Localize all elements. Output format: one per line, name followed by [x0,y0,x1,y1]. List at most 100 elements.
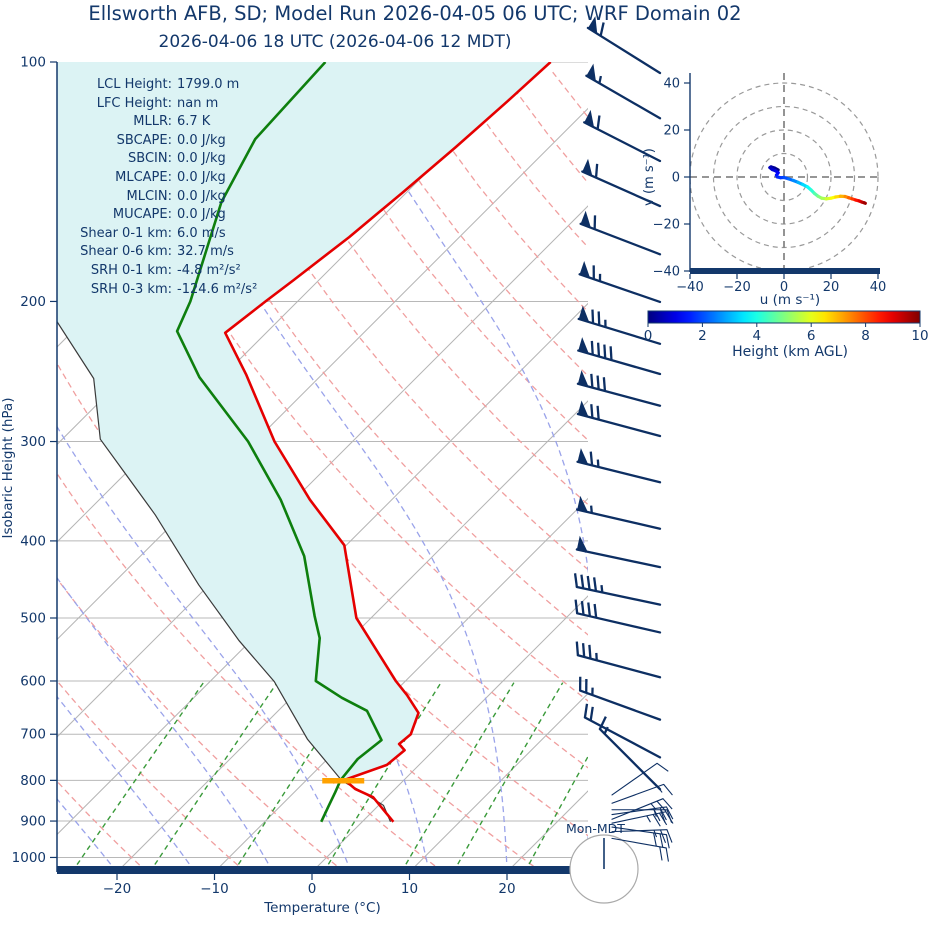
stat-value: 6.7 K [177,114,211,130]
tick-label: 2 [698,328,707,344]
wind-barb [586,16,662,75]
stat-value: 0.0 J/kg [177,151,226,167]
stat-label: MLCAPE: [115,169,172,185]
wind-barb [575,641,662,679]
stat-row-9: Shear 0-6 km: 32.7 m/s [60,243,257,262]
stat-label: Shear 0-1 km: [80,225,172,241]
tick-label: −20 [723,280,750,295]
stat-label: MLLR: [133,114,172,130]
stat-value: 0.0 J/kg [177,169,226,185]
stat-value: 0.0 J/kg [177,207,226,223]
wind-barb [579,210,662,256]
wind-barb [611,811,674,827]
colorbar-gradient [647,310,921,324]
stat-row-5: MLCAPE: 0.0 J/kg [60,169,257,188]
tick-label: 700 [20,727,46,743]
stat-label: MLCIN: [126,188,172,204]
wind-barb [585,63,662,120]
tick-label: 6 [807,328,816,344]
stat-row-8: Shear 0-1 km: 6.0 m/s [60,225,257,244]
stat-row-0: LCL Height: 1799.0 m [60,76,257,95]
pressure-axis-label: Isobaric Height (hPa) [0,397,16,539]
tick-label: 20 [823,280,840,295]
tick-label: 300 [20,434,46,450]
stat-value: 0.0 J/kg [177,188,226,204]
skewt-axes: 100 200 300 400 500 600 700 800 900 1000 −20 −10 0 10… [12,55,588,897]
wind-barb [581,158,662,208]
stat-row-10: SRH 0-1 km: -4.8 m²/s² [60,262,257,281]
surface-wind-dial [569,834,639,904]
tick-label: 1000 [12,850,46,866]
stat-value: nan m [177,95,219,111]
wind-barb [576,448,662,484]
surface-bar [57,866,588,874]
wind-barb [611,783,673,804]
wind-barbs [573,16,674,862]
wind-barb [577,337,662,376]
tick-label: 8 [861,328,870,344]
tick-label: 40 [663,77,680,92]
stat-value: 0.0 J/kg [177,132,226,148]
stat-value: 32.7 m/s [177,244,234,260]
wind-barb [576,400,662,438]
hodograph-tick-labels: −40 −20 0 20 40 −40 −20 0 20 40 [653,77,887,296]
skewt-plot [57,62,588,872]
stat-row-11: SRH 0-3 km: -124.6 m²/s² [60,281,257,300]
dewpoint-line [175,62,383,823]
wind-barb [576,370,662,407]
wind-barb [577,305,662,345]
wind-barb [583,703,662,759]
stat-row-1: LFC Height: nan m [60,95,257,114]
hodograph-trace [768,165,867,205]
wind-barb [578,261,662,304]
stat-value: 1799.0 m [177,77,240,92]
stat-label: MUCAPE: [112,207,172,223]
stat-label: Shear 0-6 km: [80,244,172,260]
hodograph-rings [690,73,880,272]
temperature-line [223,62,552,823]
tick-label: 0 [308,881,317,897]
tick-label: 20 [498,881,515,897]
wind-barb [573,573,662,606]
wind-barb [583,109,662,163]
wind-barb [611,762,669,796]
stat-row-7: MUCAPE: 0.0 J/kg [60,206,257,225]
wind-barb [611,806,674,822]
stat-label: LCL Height: [96,77,172,92]
sounding-stats-panel: LCL Height: 1799.0 m LFC Height: nan m MLLR:… [60,76,257,299]
temp-tick-labels: −20 −10 0 10 20 [103,874,516,897]
valid-time-subtitle: 2026-04-06 18 UTC (2026-04-06 12 MDT) [158,32,512,52]
stat-row-2: MLLR: 6.7 K [60,113,257,132]
stat-label: SBCIN: [128,151,172,167]
stat-row-3: SBCAPE: 0.0 J/kg [60,132,257,151]
stat-value: -124.6 m²/s² [177,281,258,297]
pressure-tick-labels: 100 200 300 400 500 600 700 800 900 1000 [12,55,57,866]
tick-label: 40 [870,280,887,295]
colorbar-tick-labels: 0 2 4 6 8 10 [644,323,928,344]
tick-label: −10 [200,881,229,897]
page-title: Ellsworth AFB, SD; Model Run 2026-04-05 … [88,2,742,25]
colorbar-label: Height (km AGL) [732,344,848,360]
stat-label: SRH 0-1 km: [90,262,172,278]
tick-label: 400 [20,533,46,549]
tick-label: 100 [20,55,46,71]
wind-barb [578,676,662,721]
stat-label: LFC Height: [96,95,172,111]
tick-label: 0 [780,280,788,295]
hodograph: −40 −20 0 20 40 −40 −20 0 20 40 [653,73,887,296]
tick-label: 10 [401,881,418,897]
wind-barb [574,599,662,634]
tick-label: 10 [911,328,928,344]
tick-label: 800 [20,773,46,789]
colorbar: 0 2 4 6 8 10 [644,310,928,344]
tick-label: 200 [20,294,46,310]
watermark: Mon-MDT [566,821,625,836]
tick-label: 900 [20,814,46,830]
wind-barb [611,829,673,843]
tick-label: −40 [676,280,703,295]
tick-label: −20 [103,881,132,897]
wind-barb [575,535,662,569]
hodograph-bottom-bar [690,268,880,274]
